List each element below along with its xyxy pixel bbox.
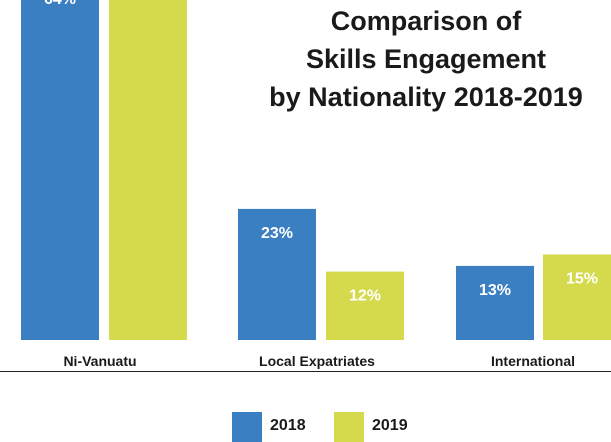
bar-2018-ni-vanuatu xyxy=(21,0,99,340)
chart-title-line-1: Comparison of xyxy=(330,6,522,36)
data-label-2019-international: 15% xyxy=(566,271,598,288)
legend-swatch-2019 xyxy=(334,412,364,442)
chart-title-line-2: Skills Engagement xyxy=(305,44,547,74)
bar-2019-international xyxy=(543,254,611,340)
bar-2019-local-expatriates xyxy=(326,271,404,340)
category-label-ni-vanuatu: Ni-Vanuatu xyxy=(63,353,136,369)
chart-title-line-3: by Nationality 2018-2019 xyxy=(269,82,583,112)
bar-2018-international xyxy=(456,265,534,340)
data-label-2019-local-expatriates: 12% xyxy=(349,288,381,305)
legend-label-2019: 2019 xyxy=(372,417,408,434)
data-label-2018-ni-vanuatu: 64% xyxy=(44,0,76,8)
legend-swatch-2018 xyxy=(232,412,262,442)
data-label-2018-local-expatriates: 23% xyxy=(261,225,293,242)
category-label-international: International xyxy=(491,353,575,369)
baseline-rule xyxy=(0,371,611,372)
bar-2019-ni-vanuatu xyxy=(109,0,187,341)
bar-2018-local-expatriates xyxy=(238,208,316,340)
data-label-2018-international: 13% xyxy=(479,282,511,299)
category-label-local-expatriates: Local Expatriates xyxy=(259,353,375,369)
legend-label-2018: 2018 xyxy=(270,417,306,434)
